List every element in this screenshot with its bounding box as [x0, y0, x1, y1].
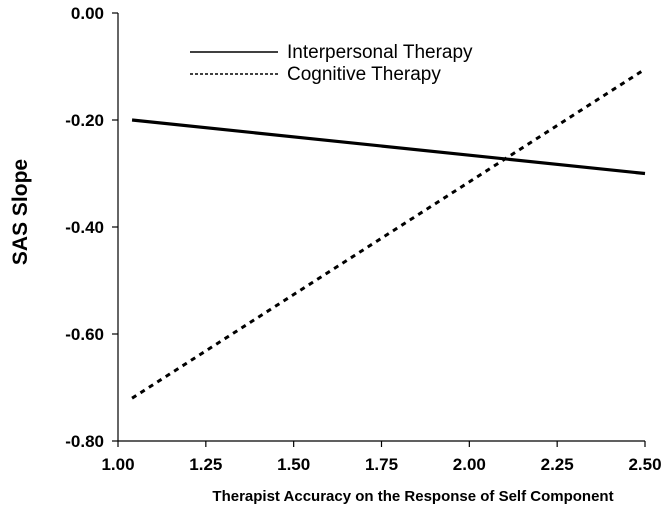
x-tick-label: 2.25: [541, 455, 574, 474]
x-tick-label: 1.75: [365, 455, 398, 474]
y-ticks: 0.00 -0.20 -0.40 -0.60 -0.80: [65, 4, 118, 451]
y-tick-label: 0.00: [71, 4, 104, 23]
x-tick-label: 1.00: [101, 455, 134, 474]
legend-label: Cognitive Therapy: [287, 64, 441, 85]
series-line-interpersonal-therapy: [131, 118, 646, 176]
y-tick-label: -0.80: [65, 432, 104, 451]
y-tick-label: -0.60: [65, 325, 104, 344]
legend-label: Interpersonal Therapy: [287, 42, 473, 63]
y-tick-label: -0.20: [65, 111, 104, 130]
series-lines: [131, 67, 646, 400]
y-tick-label: -0.40: [65, 218, 104, 237]
x-tick-label: 1.50: [277, 455, 310, 474]
x-tick-label: 1.25: [189, 455, 222, 474]
x-axis-title: Therapist Accuracy on the Response of Se…: [212, 488, 613, 505]
x-tick-label: 2.00: [453, 455, 486, 474]
y-axis-title: SAS Slope: [9, 159, 32, 265]
x-ticks: 1.00 1.25 1.50 1.75 2.00 2.25 2.50: [101, 441, 662, 474]
x-tick-label: 2.50: [628, 455, 661, 474]
series-line-cognitive-therapy: [131, 67, 646, 400]
